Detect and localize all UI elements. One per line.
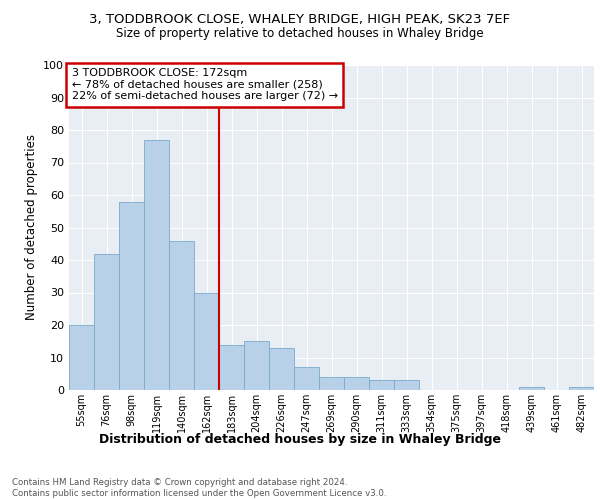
Y-axis label: Number of detached properties: Number of detached properties [25,134,38,320]
Bar [369,380,394,390]
Bar [194,292,219,390]
Bar [169,240,194,390]
Bar [394,380,419,390]
Bar [69,325,94,390]
Text: 3, TODDBROOK CLOSE, WHALEY BRIDGE, HIGH PEAK, SK23 7EF: 3, TODDBROOK CLOSE, WHALEY BRIDGE, HIGH … [89,12,511,26]
Bar [294,367,319,390]
Bar [569,387,594,390]
Bar [219,344,244,390]
Text: Size of property relative to detached houses in Whaley Bridge: Size of property relative to detached ho… [116,28,484,40]
Bar [519,387,544,390]
Bar [144,140,169,390]
Bar [319,377,344,390]
Bar [244,341,269,390]
Text: Contains HM Land Registry data © Crown copyright and database right 2024.
Contai: Contains HM Land Registry data © Crown c… [12,478,386,498]
Text: Distribution of detached houses by size in Whaley Bridge: Distribution of detached houses by size … [99,432,501,446]
Bar [94,254,119,390]
Bar [119,202,144,390]
Bar [344,377,369,390]
Text: 3 TODDBROOK CLOSE: 172sqm
← 78% of detached houses are smaller (258)
22% of semi: 3 TODDBROOK CLOSE: 172sqm ← 78% of detac… [71,68,338,102]
Bar [269,348,294,390]
